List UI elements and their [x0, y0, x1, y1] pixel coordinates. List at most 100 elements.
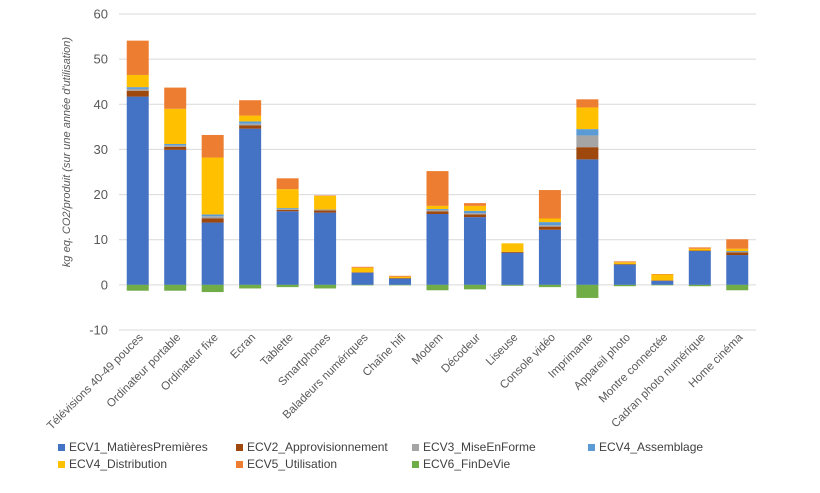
bar-segment [613, 261, 636, 263]
bar-stack [126, 40, 149, 291]
bar-segment [126, 88, 149, 91]
bar-segment [613, 264, 636, 285]
legend-item: ECV1_MatièresPremières [58, 440, 236, 454]
bar-segment [688, 250, 711, 252]
bar-segment [463, 217, 486, 285]
bar-segment [314, 284, 337, 289]
bar-segment [463, 214, 486, 218]
y-tick-label: 30 [94, 142, 108, 157]
bar-segment [576, 107, 599, 130]
bar-segment [538, 218, 561, 223]
bar-segment [164, 87, 187, 109]
bar-segment [164, 144, 187, 146]
legend: ECV1_MatièresPremières ECV2_Approvisionne… [58, 440, 758, 471]
bar-segment [276, 189, 299, 209]
bar-segment [426, 211, 449, 214]
bar-stack [576, 99, 599, 298]
bar-segment [576, 99, 599, 108]
bar-segment [726, 284, 749, 291]
bar-segment [239, 100, 262, 116]
legend-item: ECV6_FinDeVie [412, 457, 588, 471]
legend-label: ECV1_MatièresPremières [69, 440, 208, 454]
bar-segment [126, 284, 149, 291]
bar-segment [389, 275, 412, 277]
bar-segment [201, 216, 224, 219]
bar-stack [688, 247, 711, 287]
bar-segment [538, 226, 561, 230]
bar-segment [463, 210, 486, 214]
bar-segment [501, 252, 524, 285]
bar-segment [576, 147, 599, 160]
legend-label: ECV2_Approvisionnement [247, 440, 388, 454]
y-tick-label: 0 [101, 277, 108, 292]
bar-segment [688, 248, 711, 251]
bar-stack [164, 87, 187, 291]
bar-segment [426, 205, 449, 210]
bar-segment [538, 284, 561, 288]
bar-segment [126, 40, 149, 75]
bar-segment [726, 255, 749, 285]
bar-segment [164, 146, 187, 150]
bar-segment [276, 209, 299, 212]
bar-segment [426, 209, 449, 212]
bar-segment [688, 247, 711, 249]
bar-segment [501, 251, 524, 253]
bar-segment [314, 195, 337, 196]
bar-segment [126, 90, 149, 97]
stacked-bar-chart: -10 0 10 20 30 40 50 60 kg eq. CO2/produit (sur… [45, 7, 756, 432]
bar-segment [726, 248, 749, 251]
bar-segment [463, 203, 486, 206]
legend-item: ECV4_Distribution [58, 457, 236, 471]
legend-item: ECV3_MiseEnForme [412, 440, 588, 454]
bar-segment [651, 274, 674, 281]
bar-segment [538, 229, 561, 285]
bar-segment [613, 264, 636, 265]
bar-segment [314, 195, 337, 210]
bar-segment [276, 284, 299, 288]
bar-segment [276, 178, 299, 190]
bar-segment [463, 284, 486, 290]
bar-segment [426, 209, 449, 210]
legend-item: ECV5_Utilisation [236, 457, 412, 471]
bar-segment [426, 171, 449, 206]
bar-segment [314, 212, 337, 285]
bar-segment [351, 284, 374, 286]
bar-segment [201, 214, 224, 217]
bar-segment [164, 149, 187, 285]
bar-segment [164, 108, 187, 145]
bar-segment [726, 252, 749, 256]
bar-segment [276, 209, 299, 210]
bar-segment [164, 145, 187, 147]
bar-segment [314, 210, 337, 213]
bar-stack [351, 266, 374, 286]
legend-swatch-icon [412, 443, 419, 451]
legend-swatch-icon [236, 460, 243, 468]
bar-segment [239, 121, 262, 124]
bar-segment [389, 276, 412, 279]
bar-segment [389, 278, 412, 285]
legend-item: ECV4_Assemblage [588, 440, 758, 454]
bar-segment [688, 251, 711, 285]
bar-segment [576, 159, 599, 285]
bar-stack [276, 178, 299, 288]
bar-segment [613, 284, 636, 287]
bar-segment [726, 239, 749, 249]
bar-segment [239, 123, 262, 126]
bar-segment [501, 284, 524, 286]
bar-segment [726, 251, 749, 252]
bar-segment [351, 267, 374, 273]
bar-segment [651, 280, 674, 285]
bar-segment [613, 262, 636, 265]
bar-stack [426, 171, 449, 291]
legend-swatch-icon [58, 460, 65, 468]
bar-segment [426, 213, 449, 285]
bar-stack [501, 243, 524, 286]
bar-segment [276, 208, 299, 210]
bar-segment [726, 251, 749, 253]
bar-stack [463, 203, 486, 290]
bar-segment [239, 128, 262, 285]
x-tick-label: Montre connectée [597, 332, 671, 406]
y-tick-label: 50 [94, 52, 108, 67]
bar-segment [576, 284, 599, 298]
